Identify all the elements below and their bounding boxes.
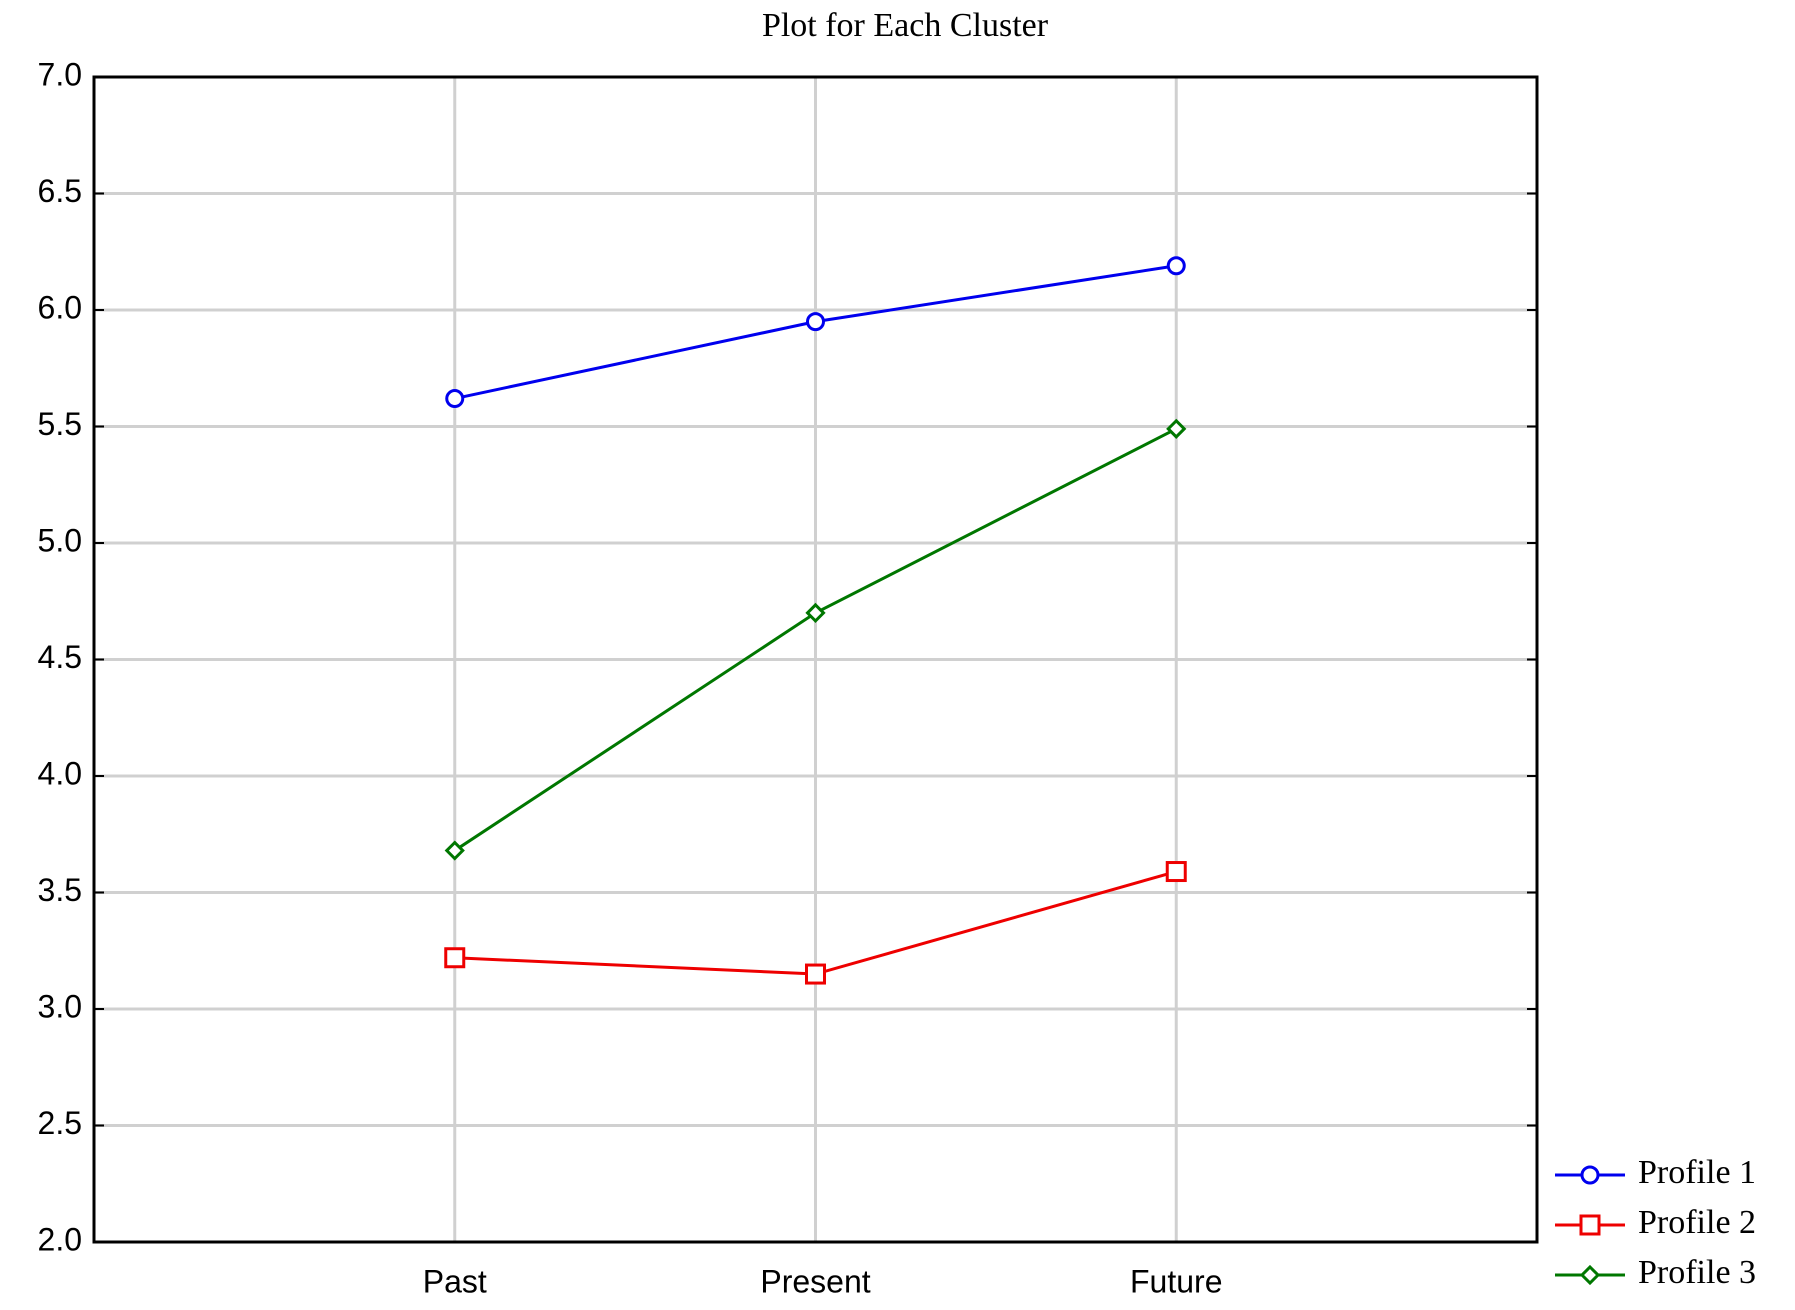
- y-tick-label: 2.0: [38, 1221, 82, 1257]
- y-tick-label: 7.0: [38, 56, 82, 92]
- y-tick-label: 4.0: [38, 755, 82, 791]
- y-tick-label: 2.5: [38, 1105, 82, 1141]
- x-tick-label: Future: [1130, 1263, 1222, 1299]
- data-point: [445, 389, 465, 409]
- legend-marker: [1580, 1165, 1600, 1185]
- legend-label: Profile 2: [1638, 1204, 1756, 1241]
- x-tick-label: Past: [423, 1263, 487, 1299]
- data-point: [1166, 418, 1187, 439]
- data-point: [806, 312, 825, 332]
- legend-label: Profile 1: [1638, 1154, 1756, 1191]
- data-point: [1165, 861, 1187, 883]
- y-tick-label: 3.0: [38, 988, 82, 1024]
- data-point: [805, 602, 826, 624]
- y-tick-label: 5.5: [38, 406, 82, 442]
- legend-marker: [1579, 1214, 1601, 1236]
- data-point: [1166, 256, 1186, 276]
- y-tick-label: 3.5: [38, 872, 82, 908]
- data-point: [444, 947, 466, 969]
- legend-marker: [1579, 1264, 1601, 1286]
- data-point: [805, 963, 826, 985]
- y-tick-label: 5.0: [38, 522, 82, 558]
- legend-label: Profile 3: [1638, 1254, 1756, 1291]
- y-tick-label: 4.5: [38, 639, 82, 675]
- data-point: [444, 840, 465, 861]
- plot-frame: [92, 75, 1539, 1244]
- x-tick-label: Present: [760, 1263, 870, 1299]
- y-tick-label: 6.5: [38, 173, 82, 209]
- chart-title: Plot for Each Cluster: [762, 7, 1049, 44]
- y-tick-label: 6.0: [38, 289, 82, 325]
